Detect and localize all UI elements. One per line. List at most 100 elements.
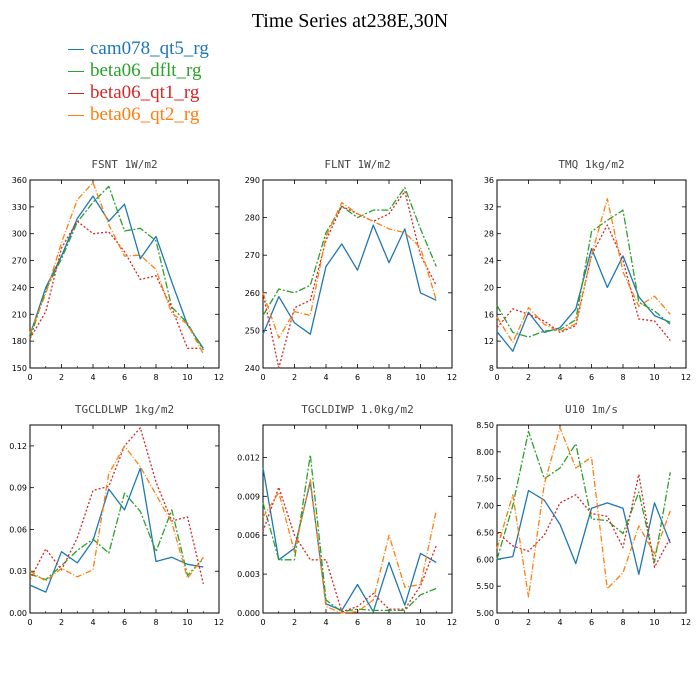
y-tick-label: 360	[12, 176, 27, 185]
x-tick-label: 0	[260, 618, 265, 627]
chart-title: TGCLDLWP 1kg/m2	[75, 403, 174, 416]
y-tick-label: 260	[245, 289, 260, 298]
y-tick-label: 0.006	[237, 531, 260, 540]
x-tick-label: 2	[292, 373, 297, 382]
series-line	[29, 220, 204, 349]
series-line	[496, 224, 671, 341]
x-tick-label: 8	[620, 618, 625, 627]
y-tick-label: 6.50	[476, 528, 494, 537]
series-line	[29, 195, 204, 349]
x-tick-label: 0	[494, 373, 499, 382]
legend-label: beta06_qt2_rg	[90, 104, 200, 125]
x-tick-label: 8	[386, 373, 391, 382]
x-tick-label: 2	[526, 618, 531, 627]
y-tick-label: 150	[12, 364, 27, 373]
x-tick-label: 8	[620, 373, 625, 382]
y-tick-label: 8	[489, 364, 494, 373]
series-line	[29, 445, 204, 582]
y-tick-label: 36	[484, 176, 494, 185]
y-tick-label: 0.000	[237, 609, 260, 618]
y-tick-label: 290	[245, 176, 260, 185]
x-tick-label: 6	[589, 618, 594, 627]
x-tick-label: 10	[649, 618, 659, 627]
chart-title: TMQ 1kg/m2	[558, 158, 624, 171]
x-tick-label: 10	[182, 373, 192, 382]
series-line	[496, 489, 671, 575]
y-tick-label: 6.00	[476, 555, 494, 564]
y-tick-label: 0.00	[9, 609, 27, 618]
x-tick-label: 4	[557, 618, 562, 627]
series-line	[262, 190, 437, 369]
x-tick-label: 12	[214, 373, 224, 382]
series-line	[262, 201, 437, 339]
plot-frame	[262, 179, 453, 369]
y-tick-label: 240	[12, 283, 27, 292]
series-line	[29, 182, 204, 355]
y-tick-label: 270	[12, 257, 27, 266]
x-tick-label: 0	[260, 373, 265, 382]
x-tick-label: 4	[90, 373, 95, 382]
y-tick-label: 240	[245, 364, 260, 373]
chart-panel: TGCLDLWP 1kg/m2 0 2 4 6 8 10 12 0.00 0.03 0.06 0.09…	[9, 403, 224, 627]
y-tick-label: 7.00	[476, 502, 494, 511]
y-tick-label: 24	[484, 257, 494, 266]
y-tick-label: 8.50	[476, 421, 494, 430]
x-tick-label: 10	[415, 373, 425, 382]
y-tick-label: 0.012	[237, 453, 260, 462]
x-tick-label: 2	[59, 373, 64, 382]
chart-title: U10 1m/s	[565, 403, 618, 416]
x-tick-label: 6	[355, 618, 360, 627]
plot-frame	[496, 424, 687, 614]
x-tick-label: 12	[681, 373, 691, 382]
series-line	[262, 486, 437, 613]
y-tick-label: 32	[484, 203, 494, 212]
y-tick-label: 8.00	[476, 448, 494, 457]
y-tick-label: 250	[245, 326, 260, 335]
y-tick-label: 300	[12, 230, 27, 239]
x-tick-label: 6	[355, 373, 360, 382]
y-tick-label: 0.09	[9, 484, 27, 493]
chart-title: TGCLDIWP 1.0kg/m2	[301, 403, 414, 416]
y-tick-label: 180	[12, 337, 27, 346]
x-tick-label: 12	[214, 618, 224, 627]
x-tick-label: 4	[323, 373, 328, 382]
y-tick-label: 28	[484, 230, 494, 239]
plot-frame	[29, 424, 220, 614]
series-line	[262, 478, 437, 614]
x-tick-label: 12	[681, 618, 691, 627]
series-line	[496, 430, 671, 563]
series-line	[29, 492, 204, 581]
x-tick-label: 8	[153, 618, 158, 627]
chart-panel: FLNT 1W/m2 0 2 4 6 8 10 12 240 250 260 270 280 290	[245, 158, 457, 382]
y-tick-label: 0.12	[9, 442, 27, 451]
x-tick-label: 10	[649, 373, 659, 382]
x-tick-label: 0	[27, 373, 32, 382]
series-line	[29, 185, 204, 351]
x-tick-label: 6	[122, 618, 127, 627]
y-tick-label: 5.00	[476, 609, 494, 618]
series-line	[262, 467, 437, 613]
y-tick-label: 280	[245, 214, 260, 223]
x-tick-label: 2	[292, 618, 297, 627]
series-line	[496, 198, 671, 344]
series-line	[262, 454, 437, 613]
chart-panel: U10 1m/s 0 2 4 6 8 10 12 5.00 5.50 6.00 6.50 7.00 7.5…	[476, 403, 691, 627]
legend-swatch	[68, 71, 84, 72]
x-tick-label: 10	[182, 618, 192, 627]
chart-title: FSNT 1W/m2	[91, 158, 157, 171]
legend-label: cam078_qt5_rg	[90, 38, 209, 59]
x-tick-label: 4	[90, 618, 95, 627]
x-tick-label: 4	[323, 618, 328, 627]
plot-frame	[29, 179, 220, 369]
y-tick-label: 12	[484, 337, 494, 346]
x-tick-label: 6	[589, 373, 594, 382]
chart-panel: TGCLDIWP 1.0kg/m2 0 2 4 6 8 10 12 0.000 0.003 0.00…	[237, 403, 457, 627]
x-tick-label: 0	[494, 618, 499, 627]
y-tick-label: 210	[12, 310, 27, 319]
y-tick-label: 330	[12, 203, 27, 212]
x-tick-label: 8	[153, 373, 158, 382]
y-tick-label: 270	[245, 251, 260, 260]
chart-title: FLNT 1W/m2	[324, 158, 390, 171]
series-line	[29, 427, 204, 584]
